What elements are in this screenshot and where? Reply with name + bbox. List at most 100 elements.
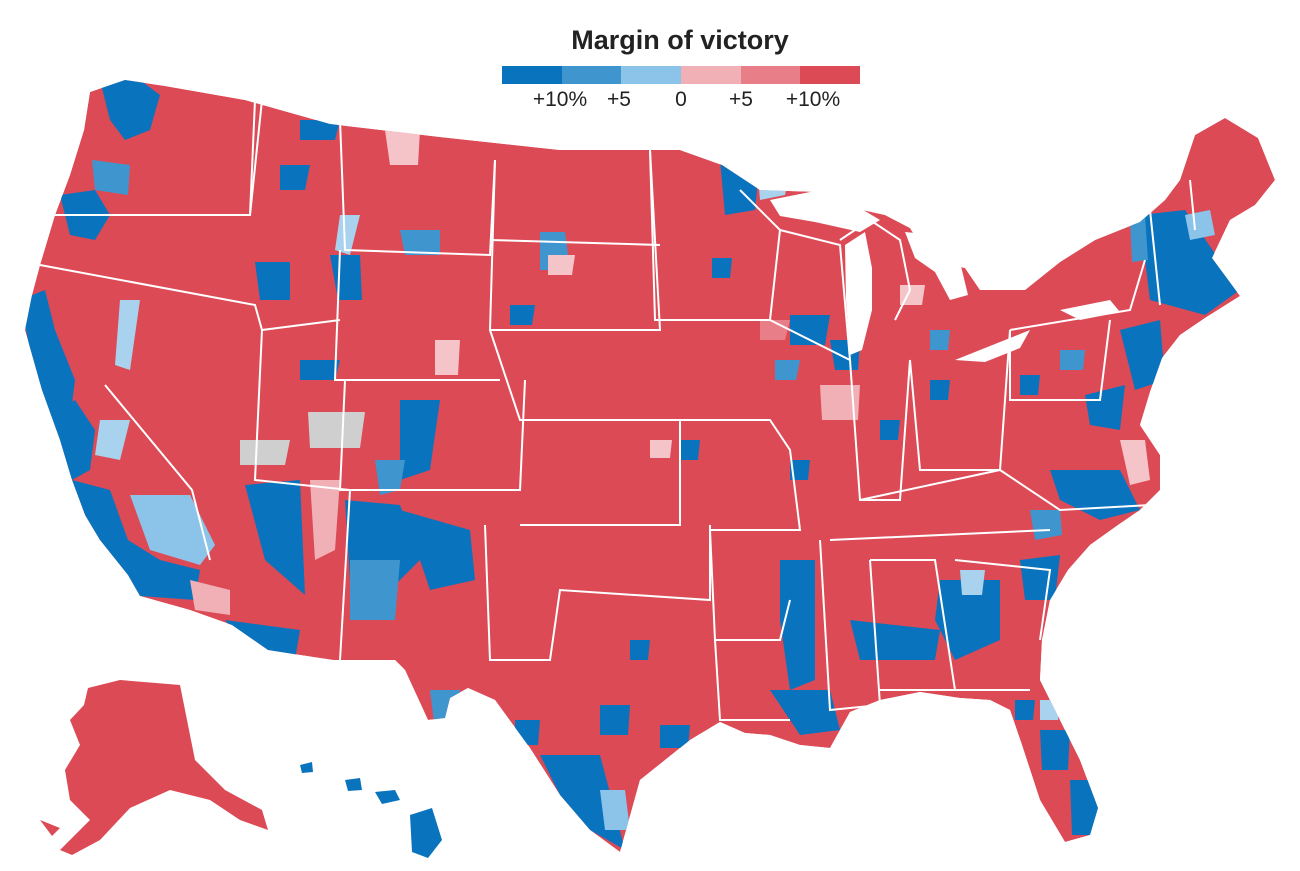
state-border-mo xyxy=(680,419,802,531)
legend-labels: +10% +5 0 +5 +10% xyxy=(502,88,860,116)
legend-swatch-rep-lean xyxy=(740,66,801,84)
lake-huron xyxy=(905,232,968,300)
county-ks-douglas xyxy=(680,440,700,460)
county-cluster-ca-central xyxy=(95,420,130,460)
alaska xyxy=(40,680,268,855)
state-border-ny xyxy=(1009,259,1146,331)
hawaii-kauai xyxy=(300,762,313,773)
legend-swatch-rep-strong xyxy=(800,66,861,84)
us-base-fill xyxy=(25,80,1275,852)
lake-superior xyxy=(770,190,880,232)
county-mn-twin-cities xyxy=(712,258,732,278)
county-tx-kleberg xyxy=(600,790,630,830)
legend: Margin of victory +10% +5 0 +5 +10% xyxy=(502,22,861,116)
hawaii-big-island xyxy=(410,808,442,858)
county-de-sussex xyxy=(1120,440,1150,485)
county-tx-el-paso-region xyxy=(430,690,460,730)
county-sd-dewey xyxy=(548,255,575,275)
county-sd-oglala xyxy=(510,305,535,325)
legend-color-bar xyxy=(502,66,861,84)
lake-erie xyxy=(955,330,1030,362)
state-border-pa xyxy=(1009,319,1111,401)
state-border-ky-va xyxy=(859,468,1151,512)
county-tx-bexar-west xyxy=(515,720,540,745)
county-mt-missoula xyxy=(280,165,310,190)
state-border-mt-wy xyxy=(339,119,496,257)
state-border-co xyxy=(338,379,526,491)
county-cluster-md-dc xyxy=(1085,385,1125,430)
state-border-nh-me xyxy=(1189,179,1196,231)
county-ia-johnson xyxy=(775,360,800,380)
county-mo-stlouis xyxy=(790,460,810,480)
legend-label-rep-10: +10% xyxy=(785,88,841,111)
state-border-ms-al xyxy=(819,539,882,712)
hawaii-molokai-maui xyxy=(375,790,400,804)
state-border-il-in xyxy=(849,359,911,501)
county-fl-alachua xyxy=(1040,700,1060,720)
county-blobs xyxy=(25,80,1240,850)
county-nh-south xyxy=(1185,210,1215,240)
county-cluster-az-yuma xyxy=(190,580,230,615)
county-cluster-az-pima xyxy=(225,620,300,660)
alaska-mainland xyxy=(60,680,268,855)
legend-swatch-dem-slight xyxy=(621,66,682,84)
county-cluster-tx-rio-grande xyxy=(540,755,625,850)
county-pa-allegheny xyxy=(1020,375,1040,395)
county-cluster-ga-blackbelt xyxy=(935,580,1000,660)
county-vt-west xyxy=(1130,215,1148,262)
legend-label-dem-10: +10% xyxy=(532,88,588,111)
county-cluster-wa-puget xyxy=(100,80,160,140)
county-cluster-ca-south xyxy=(72,480,200,600)
state-border-nd-sd xyxy=(489,239,661,246)
state-border-vt-nh xyxy=(1149,209,1161,306)
county-wi-lean-rep xyxy=(760,320,790,340)
county-nv-carson xyxy=(115,300,140,370)
county-cluster-al-blackbelt xyxy=(850,620,940,660)
county-cluster-or-portland xyxy=(92,160,130,195)
hawaii-oahu xyxy=(345,778,362,791)
state-border-ut-az-nm xyxy=(253,329,352,661)
state-border-ga-sc xyxy=(954,559,1052,641)
county-ut-san-juan xyxy=(310,480,340,560)
county-tx-presidio xyxy=(460,700,490,748)
county-ne-dawes xyxy=(435,340,460,375)
county-ks-riley xyxy=(650,440,672,458)
lake-ontario xyxy=(1060,300,1120,320)
county-cluster-co-denver xyxy=(400,400,440,480)
county-cluster-nm-central xyxy=(350,560,400,620)
legend-swatch-rep-slight xyxy=(681,66,741,84)
legend-label-zero: 0 xyxy=(675,88,687,111)
state-border-or-ca-nv xyxy=(39,264,341,332)
state-border-al-ga xyxy=(870,559,956,691)
county-cluster-ca-north-coast xyxy=(25,290,75,420)
county-tx-dallas xyxy=(630,640,650,660)
state-border-in-oh xyxy=(909,329,1011,471)
county-cluster-new-england xyxy=(1140,210,1240,315)
county-ut-no-data xyxy=(308,412,365,448)
state-border-ca-nv xyxy=(104,384,211,561)
county-oh-franklin xyxy=(930,380,950,400)
county-tx-harris xyxy=(660,725,690,748)
county-il-lean-rep xyxy=(820,385,860,420)
state-border-ar xyxy=(709,529,791,641)
county-cluster-ca-inland xyxy=(130,495,215,565)
county-tx-travis xyxy=(600,705,630,735)
county-mt-park xyxy=(335,215,360,255)
state-border-id-west xyxy=(249,99,263,216)
state-border-tn-nc xyxy=(829,529,1051,541)
state-border-la xyxy=(714,639,790,721)
legend-label-rep-5: +5 xyxy=(729,88,753,111)
county-in-marion xyxy=(880,420,900,440)
great-lakes xyxy=(770,190,1120,362)
county-cluster-la-river xyxy=(770,690,840,735)
county-cluster-ca-bay xyxy=(48,400,95,480)
county-nv-no-data xyxy=(240,440,290,465)
alaska-aleutians xyxy=(40,820,60,836)
state-border-wi xyxy=(769,229,852,362)
legend-label-dem-5: +5 xyxy=(607,88,631,111)
contiguous-us xyxy=(25,80,1275,852)
county-mi-lean-rep xyxy=(900,285,925,305)
county-mi-washtenaw xyxy=(930,330,950,350)
county-cluster-nm-east xyxy=(400,510,475,590)
